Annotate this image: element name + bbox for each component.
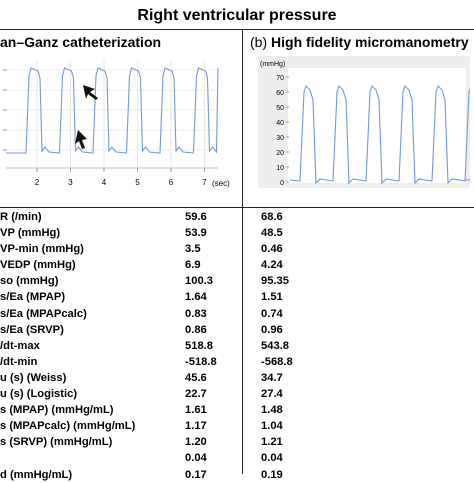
value-panel-a: 59.6 bbox=[185, 211, 207, 223]
panel-a-pressure-plot: 2 3 4 5 6 7 (sec) bbox=[0, 58, 238, 200]
table-row: 0.04 0.04 bbox=[0, 450, 474, 466]
panel-b-pressure-plot: (mmHg) 70 60 50 40 30 20 10 0 bbox=[258, 56, 470, 188]
panel-b-y-tick-label: 20 bbox=[276, 150, 284, 157]
value-panel-b: 1.48 bbox=[261, 404, 283, 417]
row-label: /dt-max bbox=[0, 339, 40, 352]
panel-a-x-tick-label: 5 bbox=[135, 178, 140, 187]
panel-b-pressure-trace bbox=[289, 84, 470, 185]
row-label: /dt-min bbox=[0, 355, 38, 368]
table-row: R (/min) 59.6 68.6 bbox=[0, 209, 474, 225]
value-panel-b: 34.7 bbox=[261, 371, 283, 384]
value-panel-a: 1.20 bbox=[185, 436, 207, 449]
value-panel-a: 0.17 bbox=[185, 468, 207, 481]
panel-b-y-unit: (mmHg) bbox=[260, 61, 285, 68]
table-row: s/Ea (MPAP) 1.64 1.51 bbox=[0, 289, 474, 305]
table-row: u (s) (Logistic) 22.7 27.4 bbox=[0, 386, 474, 402]
row-label: d (mmHg/mL) bbox=[0, 468, 73, 481]
value-panel-a: 0.86 bbox=[185, 323, 207, 336]
value-panel-a: -518.8 bbox=[185, 355, 217, 368]
table-row: /dt-max 518.8 543.8 bbox=[0, 338, 474, 354]
panel-b-y-tick-label: 60 bbox=[276, 90, 284, 97]
arrow-annotation-upper bbox=[83, 85, 98, 100]
table-row: VP-min (mmHg) 3.5 0.46 bbox=[0, 241, 474, 257]
value-panel-a: 100.3 bbox=[185, 275, 213, 288]
table-top-divider bbox=[0, 207, 474, 208]
panel-a-x-tick-label: 3 bbox=[68, 178, 73, 187]
table-row: VP (mmHg) 53.9 48.5 bbox=[0, 225, 474, 241]
panel-a-x-tick-label: 7 bbox=[202, 178, 207, 187]
arrow-annotation-lower bbox=[75, 130, 87, 149]
table-row: s/Ea (MPAPcalc) 0.83 0.74 bbox=[0, 306, 474, 322]
panel-a-x-tick-label: 2 bbox=[35, 178, 40, 187]
value-panel-b: 0.46 bbox=[261, 243, 283, 256]
value-panel-b: 68.6 bbox=[261, 211, 283, 223]
value-panel-a: 0.83 bbox=[185, 307, 207, 320]
value-panel-a: 1.61 bbox=[185, 404, 207, 417]
table-row: s (MPAP) (mmHg/mL) 1.61 1.48 bbox=[0, 402, 474, 418]
panel-a-x-tick-label: 6 bbox=[169, 178, 174, 187]
row-label: s/Ea (MPAPcalc) bbox=[0, 307, 87, 320]
value-panel-b: 1.21 bbox=[261, 436, 283, 449]
panel-b-y-tick-label: 70 bbox=[276, 75, 284, 82]
row-label: s (MPAPcalc) (mmHg/mL) bbox=[0, 420, 136, 433]
value-panel-a: 0.04 bbox=[185, 452, 207, 465]
row-label: u (s) (Weiss) bbox=[0, 371, 67, 384]
panel-b-y-tick-label: 0 bbox=[280, 180, 284, 187]
table-row: VEDP (mmHg) 6.9 4.24 bbox=[0, 257, 474, 273]
row-label: VP-min (mmHg) bbox=[0, 243, 84, 256]
panel-b-y-tick-label: 10 bbox=[276, 165, 284, 172]
value-panel-b: 0.04 bbox=[261, 452, 283, 465]
value-panel-b: 0.96 bbox=[261, 323, 283, 336]
value-panel-a: 518.8 bbox=[185, 339, 213, 352]
table-row: s/Ea (SRVP) 0.86 0.96 bbox=[0, 322, 474, 338]
row-label: so (mmHg) bbox=[0, 275, 59, 288]
row-label: u (s) (Logistic) bbox=[0, 388, 78, 401]
row-label: s (MPAP) (mmHg/mL) bbox=[0, 404, 114, 417]
panel-b-y-tick-label: 30 bbox=[276, 135, 284, 142]
value-panel-a: 1.17 bbox=[185, 420, 207, 433]
table-row: /dt-min -518.8 -568.8 bbox=[0, 354, 474, 370]
panel-b-title-text: High fidelity micromanometry bbox=[271, 34, 469, 50]
value-panel-b: 0.74 bbox=[261, 307, 283, 320]
panel-b-title: (b) High fidelity micromanometry bbox=[250, 31, 469, 53]
row-label: s (SRVP) (mmHg/mL) bbox=[0, 436, 113, 449]
row-label: VP (mmHg) bbox=[0, 227, 61, 240]
value-panel-a: 3.5 bbox=[185, 243, 201, 256]
panel-divider bbox=[242, 29, 243, 474]
value-panel-b: 543.8 bbox=[261, 339, 289, 352]
value-panel-b: 95.35 bbox=[261, 275, 289, 288]
panel-a-x-unit: (sec) bbox=[212, 179, 230, 188]
parameter-table: R (/min) 59.6 68.6 VP (mmHg) 53.9 48.5 VP-min … bbox=[0, 209, 474, 483]
table-row: s (SRVP) (mmHg/mL) 1.20 1.21 bbox=[0, 434, 474, 450]
row-label: s/Ea (MPAP) bbox=[0, 291, 66, 304]
value-panel-b: 1.04 bbox=[261, 420, 283, 433]
value-panel-a: 45.6 bbox=[185, 371, 207, 384]
value-panel-b: 4.24 bbox=[261, 259, 283, 272]
table-row: so (mmHg) 100.3 95.35 bbox=[0, 273, 474, 289]
value-panel-a: 1.64 bbox=[185, 291, 207, 304]
panel-a-pressure-trace bbox=[6, 67, 219, 154]
panel-a-x-tick-label: 4 bbox=[102, 178, 107, 187]
table-row: u (s) (Weiss) 45.6 34.7 bbox=[0, 370, 474, 386]
panel-b-y-tick-label: 40 bbox=[276, 120, 284, 127]
value-panel-b: 48.5 bbox=[261, 227, 283, 240]
value-panel-b: 1.51 bbox=[261, 291, 283, 304]
value-panel-a: 53.9 bbox=[185, 227, 207, 240]
panel-a-title: an–Ganz catheterization bbox=[0, 34, 162, 50]
panel-b-letter: (b) bbox=[250, 34, 268, 50]
row-label: R (/min) bbox=[0, 211, 42, 223]
panel-b-y-tick-label: 50 bbox=[276, 105, 284, 112]
row-label: s/Ea (SRVP) bbox=[0, 323, 64, 336]
table-row: s (MPAPcalc) (mmHg/mL) 1.17 1.04 bbox=[0, 418, 474, 434]
value-panel-b: 0.19 bbox=[261, 468, 283, 481]
row-label: VEDP (mmHg) bbox=[0, 259, 76, 272]
value-panel-b: 27.4 bbox=[261, 388, 283, 401]
table-row: d (mmHg/mL) 0.17 0.19 bbox=[0, 467, 474, 483]
value-panel-a: 6.9 bbox=[185, 259, 201, 272]
value-panel-a: 22.7 bbox=[185, 388, 207, 401]
value-panel-b: -568.8 bbox=[261, 355, 293, 368]
figure-title: Right ventricular pressure bbox=[0, 0, 474, 30]
